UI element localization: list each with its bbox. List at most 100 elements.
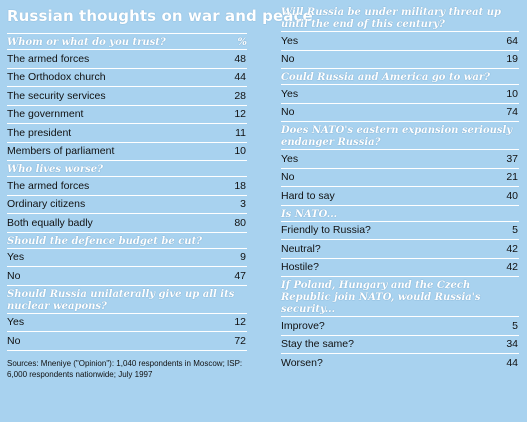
table-row: No 19 — [281, 49, 519, 69]
table-row: The Orthodox church 44 — [7, 67, 247, 87]
row-value: 72 — [234, 334, 246, 347]
row-label: The armed forces — [7, 179, 90, 192]
row-label: Hard to say — [281, 189, 335, 202]
left-column: Whom or what do you trust? % The armed f… — [7, 33, 247, 380]
row-value: 10 — [234, 145, 246, 158]
row-label: Improve? — [281, 319, 325, 332]
row-label: Yes — [281, 152, 299, 165]
row-label: The armed forces — [7, 52, 90, 65]
question-security-if-join: If Poland, Hungary and the Czech Republi… — [281, 276, 519, 316]
right-column: Will Russia be under military threat up … — [281, 7, 519, 372]
table-row: Members of parliament 10 — [7, 141, 247, 161]
question-text: Is NATO... — [281, 208, 338, 220]
table-row: Friendly to Russia? 5 — [281, 220, 519, 240]
table-row: Yes 64 — [281, 31, 519, 50]
row-value: 18 — [234, 179, 246, 192]
page-title: Russian thoughts on war and peace — [7, 7, 313, 25]
table-row: The security services 28 — [7, 86, 247, 105]
row-label: Neutral? — [281, 242, 321, 255]
table-row: Yes 10 — [281, 84, 519, 103]
row-value: 48 — [234, 52, 246, 65]
question-text: Will Russia be under military threat up … — [281, 7, 502, 30]
question-text: Does NATO's eastern expansion seriously … — [281, 125, 513, 148]
row-value: 64 — [506, 34, 518, 47]
row-label: Yes — [281, 34, 299, 47]
row-label: Ordinary citizens — [7, 198, 86, 211]
table-row: The armed forces 18 — [7, 176, 247, 195]
row-label: No — [281, 171, 295, 184]
question-trust: Whom or what do you trust? % — [7, 33, 247, 49]
row-label: No — [7, 334, 21, 347]
row-value: 5 — [512, 224, 518, 237]
row-value: 10 — [506, 87, 518, 100]
table-row: Improve? 5 — [281, 316, 519, 335]
table-row: Hard to say 40 — [281, 186, 519, 205]
table-row: No 47 — [7, 266, 247, 285]
question-war-with-america: Could Russia and America go to war? — [281, 68, 519, 84]
row-value: 3 — [240, 198, 246, 211]
row-label: Yes — [7, 251, 25, 264]
table-row: Neutral? 42 — [281, 239, 519, 258]
row-value: 37 — [506, 152, 518, 165]
row-label: No — [281, 53, 295, 66]
row-value: 19 — [506, 53, 518, 66]
row-label: Hostile? — [281, 261, 319, 274]
table-row: Both equally badly 80 — [7, 213, 247, 232]
percent-unit-label: % — [237, 37, 247, 48]
row-value: 21 — [506, 171, 518, 184]
question-military-threat: Will Russia be under military threat up … — [281, 7, 519, 31]
row-value: 34 — [506, 338, 518, 351]
table-row: Yes 12 — [7, 312, 247, 332]
row-label: The Orthodox church — [7, 71, 106, 84]
table-row: Hostile? 42 — [281, 257, 519, 277]
question-text: Who lives worse? — [7, 164, 103, 175]
row-value: 44 — [234, 71, 246, 84]
table-row: The president 11 — [7, 123, 247, 142]
row-value: 5 — [512, 319, 518, 332]
row-value: 11 — [235, 126, 246, 139]
row-value: 74 — [506, 106, 518, 119]
source-note: Sources: Mneniye ("Opinion"): 1,040 resp… — [7, 349, 247, 380]
row-value: 47 — [234, 269, 246, 282]
row-value: 44 — [506, 356, 518, 369]
table-row: Worsen? 44 — [281, 353, 519, 372]
row-label: Yes — [281, 87, 299, 100]
question-is-nato: Is NATO... — [281, 204, 519, 221]
table-row: The armed forces 48 — [7, 49, 247, 68]
table-row: Ordinary citizens 3 — [7, 194, 247, 214]
row-label: Friendly to Russia? — [281, 224, 371, 237]
row-value: 9 — [240, 251, 246, 264]
row-value: 40 — [506, 189, 518, 202]
table-row: No 72 — [7, 331, 247, 350]
row-label: Both equally badly — [7, 216, 93, 229]
row-value: 42 — [506, 261, 518, 274]
question-text: Should the defence budget be cut? — [7, 235, 203, 247]
row-label: The government — [7, 108, 84, 121]
table-row: No 74 — [281, 102, 519, 122]
row-label: Yes — [7, 316, 25, 329]
row-label: Members of parliament — [7, 145, 115, 158]
row-value: 28 — [234, 89, 246, 102]
row-label: No — [7, 269, 21, 282]
row-label: No — [281, 106, 295, 119]
question-text: Whom or what do you trust? — [7, 37, 166, 48]
question-text: Should Russia unilaterally give up all i… — [7, 288, 235, 312]
table-row: Yes 9 — [7, 247, 247, 267]
question-lives-worse: Who lives worse? — [7, 160, 247, 176]
question-nuclear-weapons: Should Russia unilaterally give up all i… — [7, 284, 247, 313]
question-text: Could Russia and America go to war? — [281, 72, 490, 83]
table-row: The government 12 — [7, 104, 247, 124]
question-defence-budget: Should the defence budget be cut? — [7, 231, 247, 248]
table-row: Stay the same? 34 — [281, 334, 519, 354]
row-label: Stay the same? — [281, 338, 354, 351]
question-text: If Poland, Hungary and the Czech Republi… — [281, 280, 481, 315]
row-label: The president — [7, 126, 72, 139]
row-label: Worsen? — [281, 356, 323, 369]
row-value: 80 — [234, 216, 246, 229]
row-value: 12 — [234, 108, 246, 121]
row-value: 42 — [506, 242, 518, 255]
table-row: No 21 — [281, 167, 519, 187]
row-label: The security services — [7, 89, 106, 102]
row-value: 12 — [234, 316, 246, 329]
question-nato-expansion: Does NATO's eastern expansion seriously … — [281, 121, 519, 149]
